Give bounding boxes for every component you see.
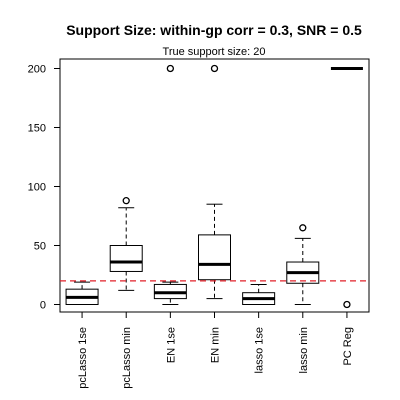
box-pclasso-1se: [65, 281, 99, 306]
chart-title: Support Size: within-gp corr = 0.3, SNR …: [66, 22, 362, 38]
box-iqr: [198, 234, 231, 281]
box-en-1se: [153, 64, 187, 305]
box-lasso-min: [286, 224, 320, 305]
outlier-point: [299, 224, 307, 232]
x-tick-label: lasso 1se: [254, 327, 266, 373]
x-tick-label: EN 1se: [165, 327, 177, 363]
x-tick-label: PC Reg: [342, 327, 354, 366]
x-axis: pcLasso 1se pcLasso min EN 1se EN min lasso …: [77, 312, 354, 389]
box-pclasso-min: [109, 197, 143, 291]
chart-subtitle: True support size: 20: [163, 46, 266, 58]
outlier-point: [210, 64, 219, 73]
outlier-point: [122, 197, 130, 205]
x-tick-label: EN min: [210, 327, 222, 363]
outlier-point: [166, 64, 175, 73]
x-tick-label: lasso min: [298, 327, 310, 373]
box-group: [65, 64, 363, 309]
x-tick-label: pcLasso min: [121, 327, 133, 389]
y-tick-label: 100: [28, 182, 46, 194]
box-iqr: [109, 245, 143, 272]
y-tick-label: 200: [28, 64, 46, 76]
y-tick-label: 0: [40, 300, 46, 312]
y-tick-label: 50: [34, 241, 46, 253]
box-pc-reg: [330, 67, 363, 309]
box-lasso-1se: [242, 283, 276, 306]
y-tick-label: 150: [28, 123, 46, 135]
x-tick-label: pcLasso 1se: [77, 327, 89, 389]
y-axis: 0 50 100 150 200: [28, 64, 61, 312]
outlier-point: [343, 300, 351, 309]
box-en-min: [198, 64, 231, 300]
plot-frame: [59, 58, 370, 313]
